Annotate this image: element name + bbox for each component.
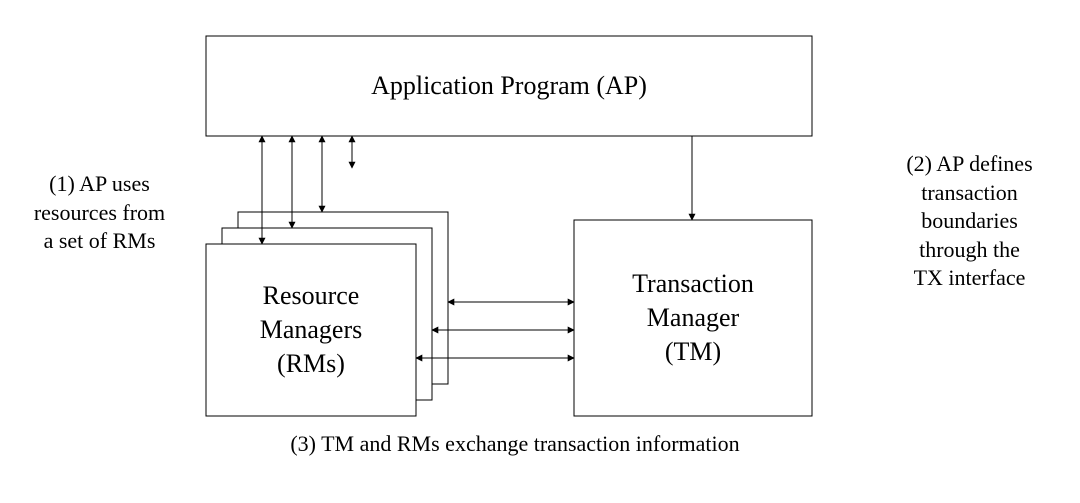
- annotation-left-l2: resources from: [34, 200, 165, 225]
- annotation-right-l1: (2) AP defines: [906, 151, 1032, 176]
- annotation-bottom-text: (3) TM and RMs exchange transaction info…: [290, 431, 739, 456]
- annotation-left-l3: a set of RMs: [44, 228, 156, 253]
- annotation-right-l2: transaction: [921, 180, 1018, 205]
- annotation-bottom: (3) TM and RMs exchange transaction info…: [215, 430, 815, 459]
- rm-label: ResourceManagers(RMs): [206, 244, 416, 416]
- annotation-left-l1: (1) AP uses: [49, 171, 150, 196]
- annotation-right-l4: through the: [919, 237, 1020, 262]
- annotation-right-l3: boundaries: [921, 208, 1018, 233]
- annotation-right-l5: TX interface: [914, 265, 1026, 290]
- tm-label: TransactionManager(TM): [574, 220, 812, 416]
- annotation-left: (1) AP uses resources from a set of RMs: [12, 170, 187, 256]
- annotation-right: (2) AP defines transaction boundaries th…: [882, 150, 1057, 293]
- ap-label: Application Program (AP): [206, 36, 812, 136]
